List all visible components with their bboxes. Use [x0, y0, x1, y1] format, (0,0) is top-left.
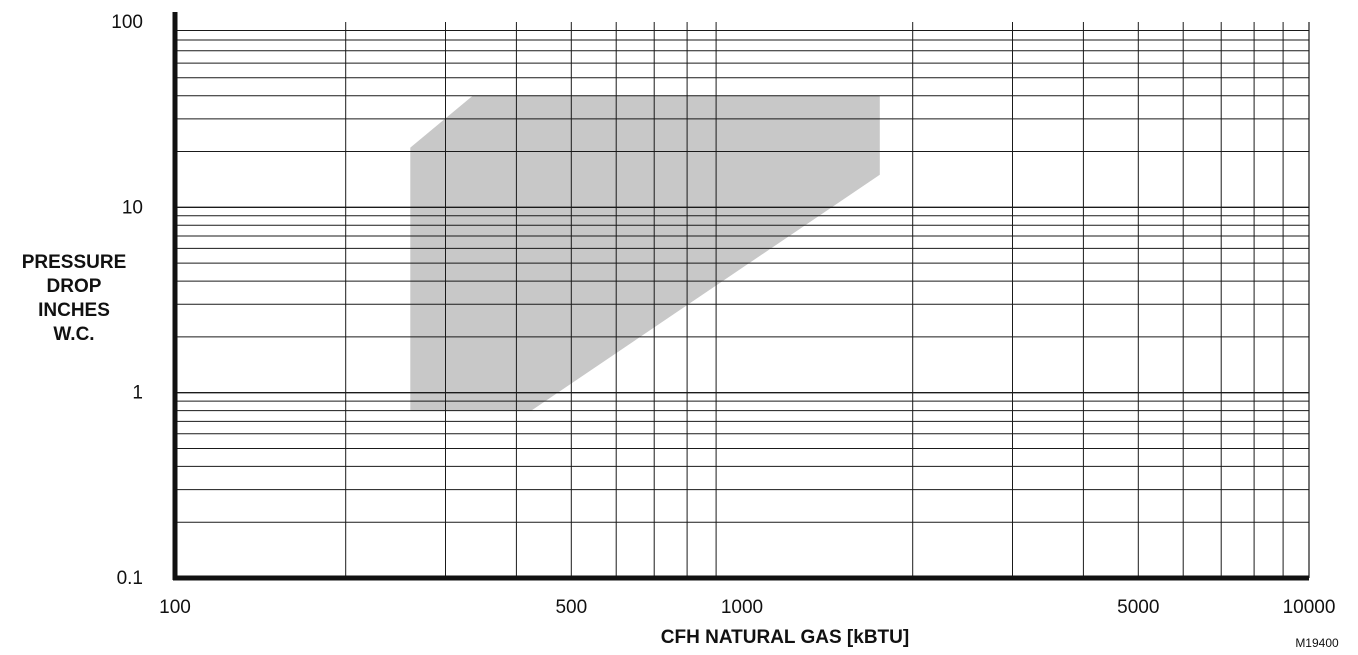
y-axis-title-line-4: W.C. — [53, 324, 94, 345]
x-tick-label: 5000 — [1117, 597, 1159, 618]
x-tick-label: 10000 — [1283, 597, 1336, 618]
shaded-region — [410, 95, 880, 411]
shaded-region-layer — [410, 95, 880, 411]
figure-id-label: M19400 — [1295, 636, 1339, 650]
y-axis-title-line-2: DROP — [47, 276, 102, 297]
tick-label-layer: 100 500 1000 5000 10000 0.1 1 10 100 — [111, 12, 1335, 618]
x-tick-label: 1000 — [721, 597, 763, 618]
x-axis-title: CFH NATURAL GAS [kBTU] — [661, 627, 909, 648]
y-tick-label: 1 — [132, 383, 143, 404]
y-axis-title-line-1: PRESSURE — [22, 252, 127, 273]
y-tick-label: 0.1 — [117, 568, 143, 589]
y-tick-label: 100 — [111, 12, 143, 33]
y-axis-title-line-3: INCHES — [38, 300, 110, 321]
axis-layer — [172, 12, 1309, 581]
x-tick-label: 100 — [159, 597, 191, 618]
grid-layer — [175, 22, 1310, 578]
y-tick-label: 10 — [122, 197, 143, 218]
x-tick-label: 500 — [555, 597, 587, 618]
